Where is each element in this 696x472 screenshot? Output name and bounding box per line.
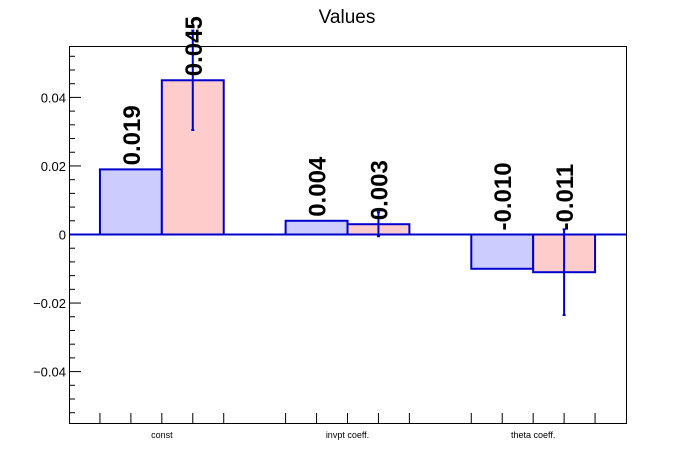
y-tick-label: 0 (59, 228, 66, 243)
bar (98, 168, 163, 236)
category-label: theta coeff. (511, 430, 555, 440)
value-label: 0.004 (305, 156, 332, 217)
bars (69, 29, 626, 317)
chart-title: Values (319, 7, 376, 28)
category-label: const (151, 430, 173, 440)
value-label: 0.019 (119, 105, 146, 165)
y-tick-label: 0.04 (41, 90, 66, 105)
plot-frame (69, 46, 627, 424)
category-label: invpt coeff. (326, 430, 369, 440)
value-label: 0.003 (366, 160, 393, 220)
y-tick-label: 0.02 (41, 159, 66, 174)
y-tick-label: −0.02 (33, 296, 66, 311)
value-label: -0.010 (490, 162, 517, 230)
value-label: -0.011 (552, 164, 579, 231)
y-tick-label: −0.04 (33, 365, 66, 380)
bar (284, 219, 349, 236)
bar (470, 233, 535, 270)
axes: 0.04 0.02 0 −0.02 −0.04 const invpt coeff. thet… (33, 55, 596, 440)
